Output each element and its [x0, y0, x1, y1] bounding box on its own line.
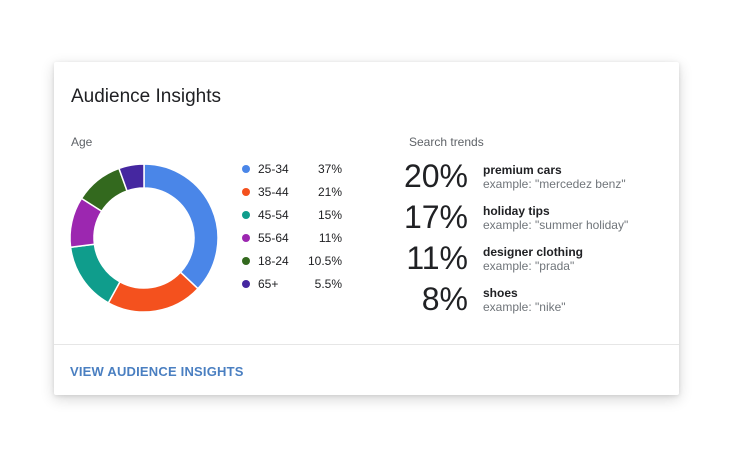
legend-dot: [242, 165, 250, 173]
donut-slice-35-44: [107, 271, 200, 313]
legend-range: 25-34: [258, 162, 289, 176]
legend-range: 35-44: [258, 185, 289, 199]
trend-term: holiday tips: [483, 204, 550, 218]
trend-percent: 8%: [421, 281, 468, 317]
legend-percent: 5.5%: [314, 277, 342, 291]
trend-item: 11% designer clothing example: "prada": [402, 240, 662, 283]
trend-item: 8% shoes example: "nike": [402, 281, 662, 324]
trend-example: example: "summer holiday": [483, 218, 629, 232]
legend-item-45-54: 45-54 15%: [242, 208, 352, 231]
legend-dot: [242, 234, 250, 242]
search-trends-label: Search trends: [409, 135, 484, 149]
donut-slice-65-plus: [117, 163, 145, 192]
card-divider: [54, 344, 679, 345]
age-donut-chart: [69, 163, 219, 313]
legend-percent: 37%: [317, 162, 342, 176]
legend-item-25-34: 25-34 37%: [242, 162, 352, 185]
age-section-label: Age: [71, 135, 93, 149]
trend-percent: 11%: [406, 240, 468, 276]
legend-percent: 15%: [317, 208, 342, 222]
legend-item-65-plus: 65+ 5.5%: [242, 277, 352, 300]
trend-item: 20% premium cars example: "mercedez benz…: [402, 158, 662, 201]
age-legend: 25-34 37% 35-44 21% 45-54 15% 55-64 11% …: [242, 162, 352, 300]
trend-term: designer clothing: [483, 245, 584, 259]
legend-range: 55-64: [258, 231, 289, 245]
legend-dot: [242, 188, 250, 196]
donut-slice-45-54: [69, 243, 121, 304]
legend-range: 45-54: [258, 208, 289, 222]
card-title: Audience Insights: [71, 86, 221, 107]
legend-percent: 21%: [317, 185, 342, 199]
view-audience-insights-link[interactable]: VIEW AUDIENCE INSIGHTS: [70, 364, 244, 379]
trend-item: 17% holiday tips example: "summer holida…: [402, 199, 662, 242]
legend-item-35-44: 35-44 21%: [242, 185, 352, 208]
legend-percent: 10.5%: [307, 254, 342, 268]
legend-dot: [242, 211, 250, 219]
trend-term: shoes: [483, 286, 518, 300]
trend-example: example: "nike": [483, 300, 566, 314]
trend-percent: 17%: [403, 199, 468, 235]
legend-dot: [242, 280, 250, 288]
legend-range: 18-24: [258, 254, 289, 268]
donut-slice-25-34: [143, 163, 219, 290]
trend-term: premium cars: [483, 163, 562, 177]
trend-percent: 20%: [403, 158, 468, 194]
trend-example: example: "mercedez benz": [483, 177, 626, 191]
legend-range: 65+: [258, 277, 279, 291]
legend-item-18-24: 18-24 10.5%: [242, 254, 352, 277]
legend-dot: [242, 257, 250, 265]
legend-percent: 11%: [318, 231, 342, 245]
search-trends-list: 20% premium cars example: "mercedez benz…: [402, 158, 662, 324]
audience-insights-card: Audience Insights Age Search trends 25-3…: [54, 62, 679, 395]
trend-example: example: "prada": [483, 259, 575, 273]
legend-item-55-64: 55-64 11%: [242, 231, 352, 254]
